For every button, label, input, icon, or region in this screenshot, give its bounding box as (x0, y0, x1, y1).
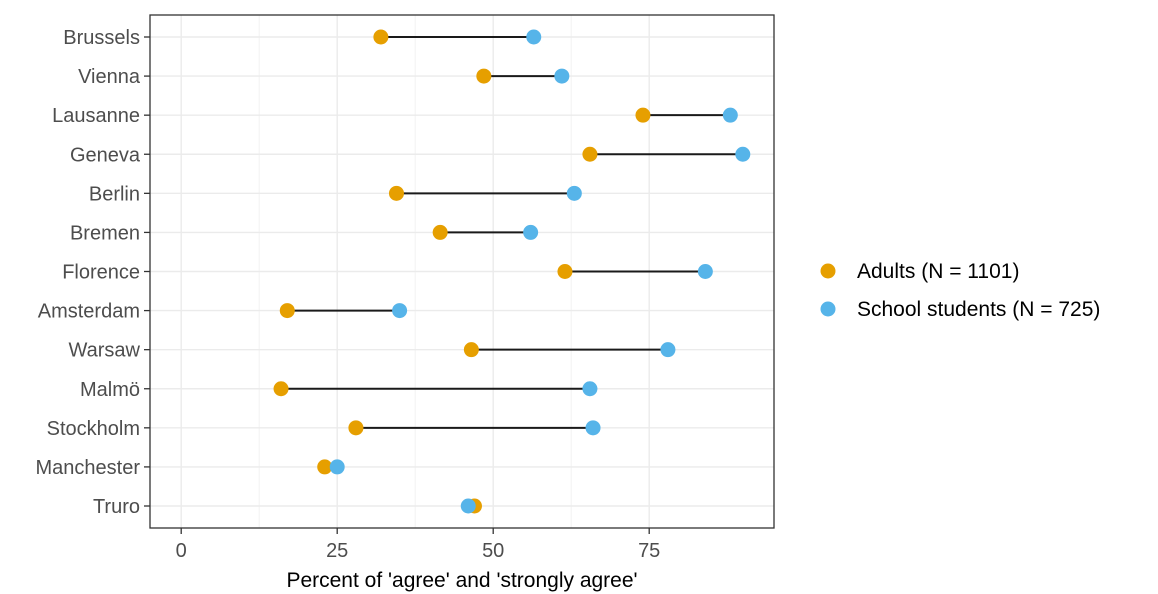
x-tick-label: 25 (326, 540, 348, 562)
x-axis-title: Percent of 'agree' and 'strongly agree' (286, 569, 637, 592)
y-axis: Brussels Vienna Lausanne Geneva Berlin Bremen… (36, 27, 150, 518)
y-tick-label: Berlin (89, 183, 140, 205)
legend-key (820, 263, 836, 279)
students-point (722, 107, 738, 123)
students-point (585, 420, 601, 436)
adults-point (463, 342, 479, 358)
x-tick-label: 75 (638, 540, 660, 562)
adults-point (273, 381, 289, 397)
data-points (273, 29, 751, 514)
y-tick-label: Lausanne (52, 105, 140, 127)
y-tick-label: Bremen (70, 222, 140, 244)
adults-point (348, 420, 364, 436)
connector-segments (281, 36, 743, 507)
y-tick-label: Brussels (63, 27, 140, 49)
students-point (735, 146, 751, 162)
students-point (523, 224, 539, 240)
adults-point (279, 303, 295, 319)
x-tick-label: 50 (482, 540, 504, 562)
legend-label: Adults (N = 1101) (857, 260, 1019, 283)
students-point (566, 185, 582, 201)
students-point (660, 342, 676, 358)
y-tick-label: Florence (62, 262, 140, 284)
students-point (582, 381, 598, 397)
adults-point (582, 146, 598, 162)
y-tick-label: Truro (93, 496, 140, 518)
x-tick-label: 0 (176, 540, 187, 562)
adults-point (635, 107, 651, 123)
legend-label: School students (N = 725) (857, 298, 1100, 321)
students-point (392, 303, 408, 319)
y-tick-label: Geneva (70, 144, 141, 166)
y-tick-label: Manchester (36, 457, 141, 479)
y-tick-label: Stockholm (47, 418, 140, 440)
students-point (460, 498, 476, 514)
adults-point (557, 264, 573, 279)
adults-point (317, 459, 333, 475)
y-tick-label: Warsaw (69, 340, 141, 362)
adults-point (432, 224, 448, 240)
y-tick-label: Malmö (80, 379, 140, 401)
adults-point (373, 29, 389, 45)
y-tick-label: Vienna (78, 66, 141, 88)
legend: Adults (N = 1101) School students (N = 72… (820, 260, 1100, 321)
adults-point (388, 185, 404, 201)
students-point (697, 264, 713, 279)
legend-key (820, 301, 836, 317)
x-axis: 0 25 50 75 (176, 528, 660, 562)
students-point (526, 29, 542, 45)
y-tick-label: Amsterdam (38, 301, 140, 323)
students-point (329, 459, 345, 475)
adults-point (476, 68, 492, 84)
students-point (554, 68, 570, 84)
